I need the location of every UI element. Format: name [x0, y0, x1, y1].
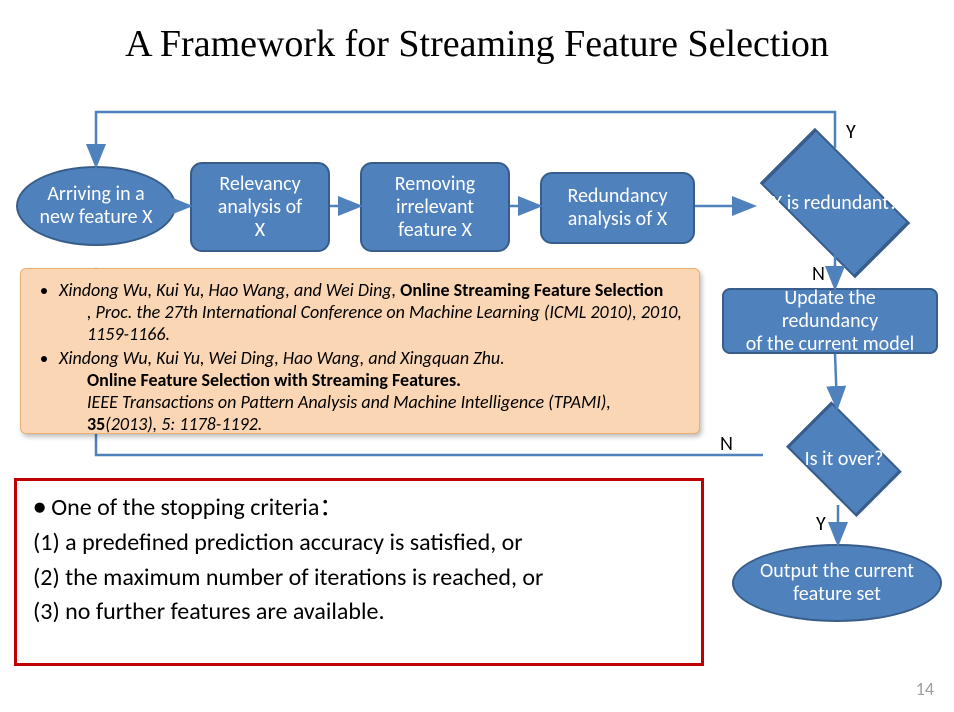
node-output: Output the currentfeature set — [732, 544, 942, 622]
edge-label-n_left: N — [720, 432, 733, 456]
node-xredundant: X is redundant? — [740, 148, 930, 258]
edge-7 — [96, 112, 835, 164]
node-xredundant-label: X is redundant? — [740, 148, 930, 258]
stopping-criteria-box: One of the stopping criteria： (1) a pred… — [14, 478, 704, 666]
criteria-heading: One of the stopping criteria： — [33, 491, 685, 526]
edge-label-y_top: Y — [846, 120, 856, 144]
node-update: Update the redundancyof the current mode… — [722, 288, 938, 354]
node-removing: Removingirrelevantfeature X — [360, 162, 510, 252]
node-isitover-label: Is it over? — [774, 414, 914, 504]
edge-5 — [835, 354, 837, 406]
node-isitover: Is it over? — [774, 414, 914, 504]
node-arriving: Arriving in anew feature X — [16, 166, 176, 246]
reference-item-0: Xindong Wu, Kui Yu, Hao Wang, and Wei Di… — [59, 279, 685, 345]
reference-item-1: Xindong Wu, Kui Yu, Wei Ding, Hao Wang, … — [59, 347, 685, 435]
page-number: 14 — [916, 678, 934, 700]
criteria-line-1: (2) the maximum number of iterations is … — [33, 561, 685, 596]
references-box: Xindong Wu, Kui Yu, Hao Wang, and Wei Di… — [20, 268, 700, 434]
edge-label-y_bottom: Y — [816, 512, 826, 536]
node-relevancy: Relevancyanalysis ofX — [190, 162, 330, 252]
slide-title: A Framework for Streaming Feature Select… — [0, 22, 954, 66]
criteria-line-2: (3) no further features are available. — [33, 595, 685, 630]
node-redundancy: Redundancyanalysis of X — [540, 172, 695, 244]
edge-label-n_mid: N — [812, 262, 825, 286]
criteria-line-0: (1) a predefined prediction accuracy is … — [33, 526, 685, 561]
